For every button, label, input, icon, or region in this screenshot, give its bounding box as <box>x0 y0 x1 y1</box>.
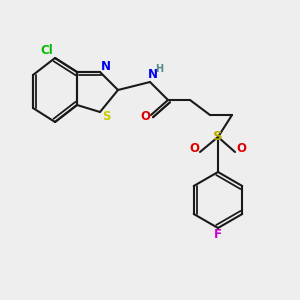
Text: N: N <box>101 61 111 74</box>
Text: O: O <box>140 110 150 124</box>
Text: Cl: Cl <box>40 44 53 56</box>
Text: F: F <box>214 229 222 242</box>
Text: S: S <box>213 130 223 143</box>
Text: S: S <box>102 110 110 124</box>
Text: N: N <box>148 68 158 82</box>
Text: O: O <box>236 142 246 155</box>
Text: H: H <box>155 64 163 74</box>
Text: O: O <box>189 142 199 155</box>
